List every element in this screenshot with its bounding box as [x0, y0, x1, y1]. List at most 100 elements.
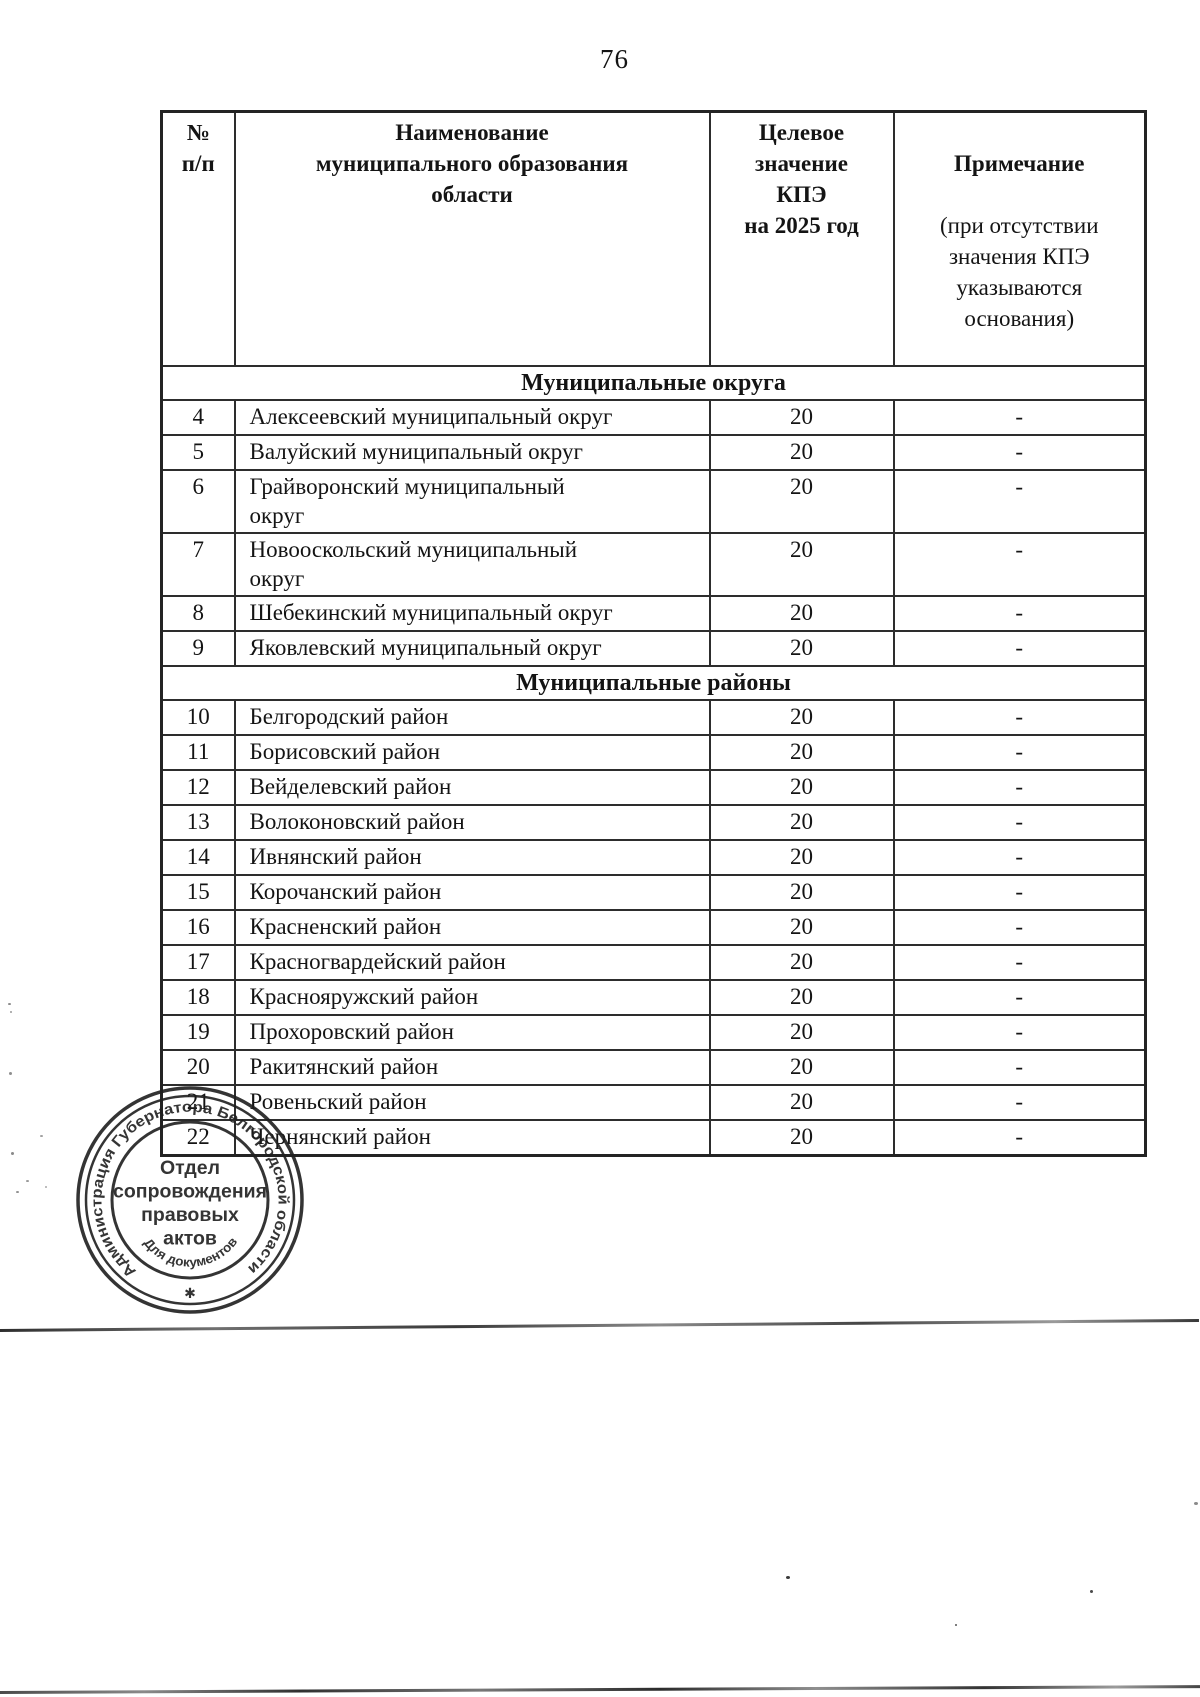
note-value: -	[892, 469, 1147, 534]
table-row: 13 Волоконовский район 20-	[160, 804, 1147, 841]
table-row: 4 Алексеевский муниципальный округ 20-	[160, 399, 1147, 436]
row-number: 6	[160, 469, 236, 534]
note-value: -	[892, 909, 1147, 946]
municipality-name: Грайворонский муниципальный округ	[233, 469, 711, 534]
municipality-name: Вейделевский район	[233, 769, 711, 806]
municipality-name: Прохоровский район	[233, 1014, 711, 1051]
note-value: -	[892, 1014, 1147, 1051]
header-kpi-target: Целевое значение КПЭ на 2025 год	[708, 110, 895, 367]
stamp-center-line-4: актов	[163, 1228, 217, 1250]
kpi-target-value: 20	[708, 595, 895, 632]
header-note-subtitle: (при отсутствии значения КПЭ указываются…	[939, 213, 1099, 331]
note-value: -	[892, 434, 1147, 471]
note-value: -	[892, 944, 1147, 981]
table-row: 16 Красненский район 20-	[160, 909, 1147, 946]
table-row: 20 Ракитянский район 20-	[160, 1049, 1147, 1086]
kpi-target-value: 20	[708, 630, 895, 667]
section-title: Муниципальные округа	[160, 365, 1147, 401]
table-row: 10 Белгородский район 20-	[160, 699, 1147, 736]
table-row: 18 Краснояружский район 20-	[160, 979, 1147, 1016]
stamp-center-line-2: сопровождения	[113, 1181, 267, 1203]
stamp-middle-ring	[84, 1094, 296, 1306]
table-row: 7 Новооскольский муниципальный округ 20-	[160, 532, 1147, 597]
scan-artifact-line	[0, 1685, 1200, 1694]
municipality-name: Валуйский муниципальный округ	[233, 434, 711, 471]
municipality-name: Борисовский район	[233, 734, 711, 771]
row-number: 15	[160, 874, 236, 911]
kpi-target-value: 20	[708, 1119, 895, 1157]
page-number: 76	[600, 44, 629, 74]
row-number: 18	[160, 979, 236, 1016]
municipality-name: Новооскольский муниципальный округ	[233, 532, 711, 597]
row-number: 5	[160, 434, 236, 471]
row-number: 20	[160, 1049, 236, 1086]
row-number: 9	[160, 630, 236, 667]
table-row: 15 Корочанский район 20-	[160, 874, 1147, 911]
kpi-target-value: 20	[708, 909, 895, 946]
municipality-name: Красногвардейский район	[233, 944, 711, 981]
note-value: -	[892, 532, 1147, 597]
scan-speck	[40, 1135, 43, 1137]
scan-speck	[955, 1624, 957, 1626]
header-municipality: Наименование муниципального образования …	[233, 110, 711, 367]
row-number: 8	[160, 595, 236, 632]
table-row: 8 Шебекинский муниципальный округ 20-	[160, 595, 1147, 632]
municipality-name: Ивнянский район	[233, 839, 711, 876]
table-body: Муниципальные округа 4 Алексеевский муници…	[160, 365, 1147, 1157]
kpi-target-value: 20	[708, 434, 895, 471]
table-row: 11 Борисовский район 20-	[160, 734, 1147, 771]
table-row: 22 Чернянский район 20-	[160, 1119, 1147, 1157]
table-row: 14 Ивнянский район 20-	[160, 839, 1147, 876]
note-value: -	[892, 1049, 1147, 1086]
table-row: 9 Яковлевский муниципальный округ 20-	[160, 630, 1147, 667]
note-value: -	[892, 399, 1147, 436]
kpi-target-value: 20	[708, 804, 895, 841]
row-number: 7	[160, 532, 236, 597]
table-row: 21 Ровеньский район 20-	[160, 1084, 1147, 1121]
note-value: -	[892, 804, 1147, 841]
header-num: № п/п	[160, 110, 236, 367]
kpi-target-value: 20	[708, 979, 895, 1016]
note-value: -	[892, 1084, 1147, 1121]
note-value: -	[892, 734, 1147, 771]
note-value: -	[892, 839, 1147, 876]
scan-speck	[8, 1003, 11, 1005]
header-note-title: Примечание	[954, 151, 1085, 176]
stamp-outer-ring	[76, 1086, 304, 1314]
scan-speck	[1090, 1590, 1093, 1593]
note-value: -	[892, 630, 1147, 667]
table-row: 5 Валуйский муниципальный округ 20-	[160, 434, 1147, 471]
kpi-target-value: 20	[708, 1049, 895, 1086]
municipality-name: Шебекинский муниципальный округ	[233, 595, 711, 632]
municipality-name: Красненский район	[233, 909, 711, 946]
kpi-target-value: 20	[708, 399, 895, 436]
kpi-target-value: 20	[708, 469, 895, 534]
kpi-table: № п/п Наименование муниципального образо…	[160, 110, 1147, 1157]
municipality-name: Краснояружский район	[233, 979, 711, 1016]
kpi-target-value: 20	[708, 769, 895, 806]
kpi-target-value: 20	[708, 734, 895, 771]
row-number: 13	[160, 804, 236, 841]
kpi-target-value: 20	[708, 532, 895, 597]
section-title: Муниципальные районы	[160, 665, 1147, 701]
scan-speck	[11, 1152, 14, 1155]
table-row: 17 Красногвардейский район 20-	[160, 944, 1147, 981]
scan-speck	[45, 1186, 47, 1188]
municipality-name: Ракитянский район	[233, 1049, 711, 1086]
scan-artifact-line	[0, 1318, 1199, 1332]
note-value: -	[892, 595, 1147, 632]
official-round-stamp: Администрация Губернатора Белгородской о…	[76, 1086, 304, 1314]
header-note: Примечание (при отсутствии значения КПЭ …	[892, 110, 1147, 367]
municipality-name: Чернянский район	[233, 1119, 711, 1157]
section-row: Муниципальные округа	[160, 365, 1147, 401]
municipality-name: Алексеевский муниципальный округ	[233, 399, 711, 436]
scan-speck	[9, 1072, 12, 1075]
row-number: 22	[160, 1119, 236, 1157]
kpi-target-value: 20	[708, 1014, 895, 1051]
municipality-name: Яковлевский муниципальный округ	[233, 630, 711, 667]
row-number: 14	[160, 839, 236, 876]
note-value: -	[892, 769, 1147, 806]
row-number: 12	[160, 769, 236, 806]
section-row: Муниципальные районы	[160, 665, 1147, 701]
scan-speck	[786, 1576, 790, 1579]
